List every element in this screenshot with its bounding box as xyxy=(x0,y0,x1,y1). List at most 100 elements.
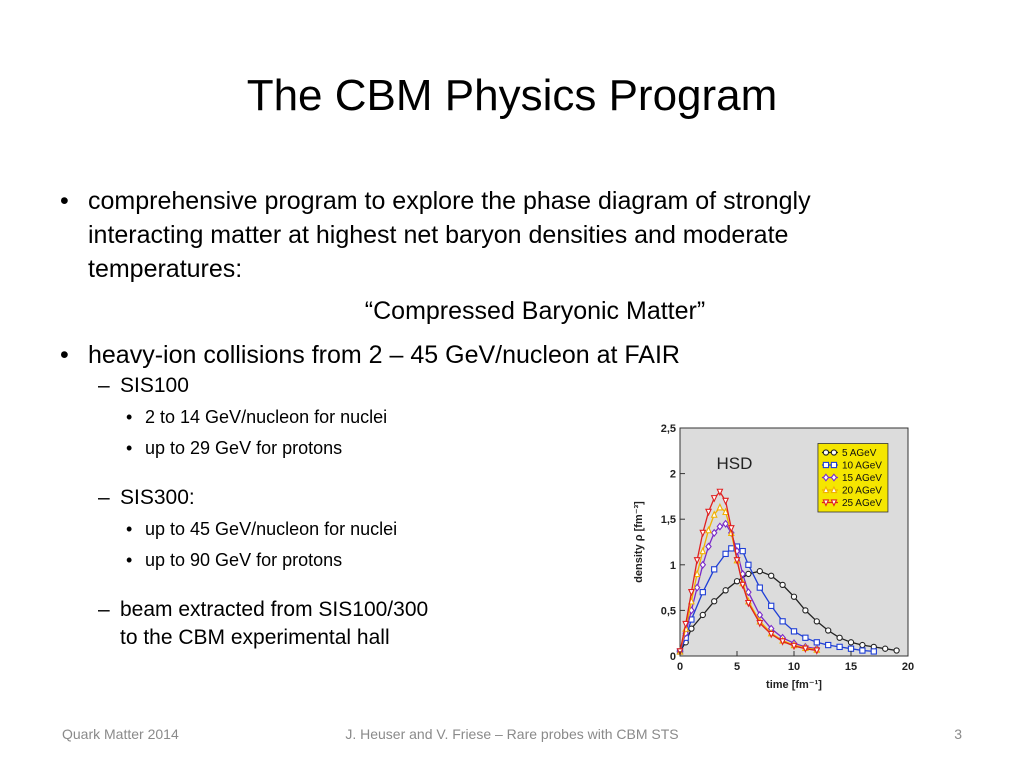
data-point xyxy=(693,583,701,592)
bullet-list: • comprehensive program to explore the p… xyxy=(60,184,950,652)
y-tick-label: 1,5 xyxy=(661,514,676,526)
y-tick-label: 0,5 xyxy=(661,605,676,617)
data-point xyxy=(830,499,838,507)
data-point xyxy=(705,508,712,517)
dot-marker: • xyxy=(126,519,133,539)
legend-label: 5 AGeV xyxy=(842,448,877,459)
y-tick-label: 2,5 xyxy=(661,423,676,435)
data-point xyxy=(825,627,832,634)
data-point xyxy=(710,528,718,537)
footer-page-number: 3 xyxy=(954,726,962,742)
data-point xyxy=(825,641,832,649)
data-point xyxy=(756,568,763,575)
y-tick-label: 0 xyxy=(670,651,676,663)
legend-item: 25 AGeV xyxy=(821,498,882,509)
data-point xyxy=(716,488,724,497)
data-point xyxy=(767,630,775,639)
bullet-text-line: temperatures: xyxy=(88,255,243,283)
footer-conference: Quark Matter 2014 xyxy=(62,726,179,742)
data-point xyxy=(813,639,820,646)
data-point xyxy=(779,581,786,589)
data-point xyxy=(739,547,746,555)
data-point xyxy=(779,638,787,646)
data-point xyxy=(790,628,798,635)
data-point xyxy=(716,503,724,511)
data-point xyxy=(722,497,730,506)
x-tick-label: 5 xyxy=(734,661,740,673)
bullet-text-line: heavy-ion collisions from 2 – 45 GeV/nuc… xyxy=(88,341,680,369)
sub-bullet-text: SIS100 xyxy=(120,374,189,397)
data-point xyxy=(710,510,718,518)
data-point xyxy=(705,542,712,551)
sub-sub-bullet: • 2 to 14 GeV/nucleon for nuclei xyxy=(60,402,950,433)
data-point xyxy=(859,647,866,654)
x-tick-label: 20 xyxy=(902,661,914,673)
sub-bullet-text: beam extracted from SIS100/300 xyxy=(120,598,429,621)
data-point xyxy=(722,587,729,594)
sub-bullet-text: to the CBM experimental hall xyxy=(120,626,390,649)
legend-label: 15 AGeV xyxy=(842,473,882,484)
data-point xyxy=(733,557,741,565)
data-point xyxy=(744,599,752,608)
data-point xyxy=(711,598,718,605)
x-axis-label: time [fm⁻¹] xyxy=(766,679,822,691)
dot-marker: • xyxy=(126,438,133,458)
data-point xyxy=(756,620,764,628)
data-point xyxy=(870,648,877,655)
data-point xyxy=(699,589,706,596)
data-point xyxy=(745,588,752,597)
quote-compressed-baryonic-matter: “Compressed Baryonic Matter” xyxy=(364,297,706,325)
annotation-hsd: HSD xyxy=(716,454,752,473)
data-point xyxy=(847,639,855,646)
data-point xyxy=(822,499,830,507)
dot-marker: • xyxy=(126,550,133,570)
bullet-marker: • xyxy=(60,187,69,215)
data-point xyxy=(699,611,706,619)
data-point xyxy=(693,569,701,578)
data-point xyxy=(716,522,724,531)
data-point xyxy=(756,584,763,591)
data-point xyxy=(893,647,900,654)
series-10-agev xyxy=(676,543,877,655)
sub-sub-bullet: • up to 45 GeV/nucleon for nuclei xyxy=(60,514,950,545)
data-point xyxy=(830,449,838,456)
data-point xyxy=(699,546,707,555)
data-point xyxy=(813,647,821,655)
data-point xyxy=(790,593,798,600)
data-point xyxy=(682,620,690,629)
x-tick-label: 10 xyxy=(788,661,800,673)
legend-box xyxy=(817,443,889,513)
data-point xyxy=(802,607,809,614)
chart-svg: 0 5 10 15 20 0 0,5 1 1,5 2 2,5 HSD 5 AGeV 10 AGeV15… xyxy=(628,418,938,700)
data-point xyxy=(739,581,747,590)
data-point xyxy=(745,561,752,568)
dot-marker: • xyxy=(126,407,133,427)
data-point xyxy=(830,473,838,482)
legend-label: 20 AGeV xyxy=(842,486,882,497)
y-tick-label: 1 xyxy=(670,560,676,572)
data-point xyxy=(710,495,718,503)
data-point xyxy=(813,618,820,625)
data-point xyxy=(699,560,707,569)
dash-marker: – xyxy=(98,486,110,509)
data-point xyxy=(699,529,707,538)
data-point xyxy=(847,645,855,652)
data-point xyxy=(722,550,729,558)
dash-marker: – xyxy=(98,598,110,621)
data-point xyxy=(830,485,838,494)
sub-bullet-sis100: – SIS100 xyxy=(60,372,950,400)
data-point xyxy=(711,566,718,573)
series-5-agev xyxy=(676,568,900,655)
sub-sub-bullet: • up to 90 GeV for protons xyxy=(60,545,950,576)
legend-item: 15 AGeV xyxy=(821,473,882,484)
data-point xyxy=(693,557,701,565)
series-25-agev xyxy=(676,488,821,656)
data-point xyxy=(779,618,786,625)
data-point xyxy=(687,589,695,597)
data-point xyxy=(822,473,830,482)
density-time-chart: 0 5 10 15 20 0 0,5 1 1,5 2 2,5 HSD 5 AGeV 10 AGeV 15… xyxy=(628,418,938,700)
data-point xyxy=(790,642,798,651)
x-tick-label: 0 xyxy=(677,661,683,673)
sub-sub-bullet: • up to 29 GeV for protons xyxy=(60,433,950,464)
